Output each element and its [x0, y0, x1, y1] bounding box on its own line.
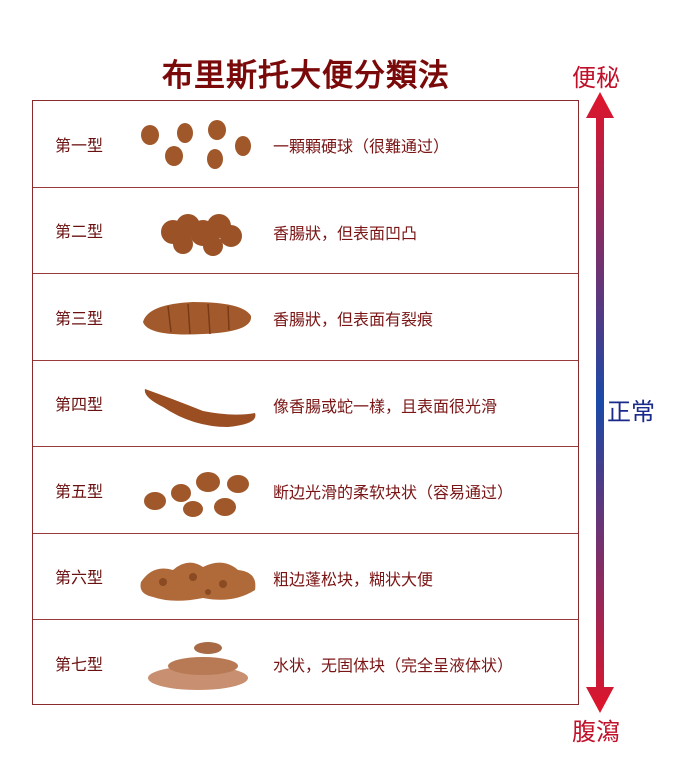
type-label: 第五型 [55, 481, 104, 501]
type-label: 第六型 [55, 568, 104, 588]
type-label: 第四型 [55, 395, 104, 415]
type-label: 第一型 [55, 135, 104, 155]
type-7-stool-image [148, 642, 248, 690]
type-description: 水状，无固体块（完全呈液体状） [273, 656, 514, 675]
type-description: 粗边蓬松块，糊状大便 [273, 569, 434, 589]
type-3-stool-image [143, 302, 252, 335]
type-label: 第三型 [55, 308, 104, 328]
type-label: 第二型 [55, 222, 104, 242]
constipation-label: 便秘 [572, 64, 620, 92]
type-1-row: 第一型 一顆顆硬球（很難通过） [33, 101, 578, 188]
type-description: 像香腸或蛇一樣，且表面很光滑 [273, 396, 498, 416]
bristol-table: 第一型 一顆顆硬球（很難通过） 第二型 香腸狀，但表面凹凸 第三型 香腸狀，但表… [32, 100, 579, 705]
type-2-row: 第二型 香腸狀，但表面凹凸 [33, 188, 578, 274]
type-description: 香腸狀，但表面有裂痕 [273, 310, 434, 329]
type-4-row: 第四型 像香腸或蛇一樣，且表面很光滑 [33, 361, 578, 447]
page-title: 布里斯托大便分類法 [162, 58, 450, 94]
type-5-row: 第五型 断边光滑的柔软块状（容易通过） [33, 447, 578, 534]
type-2-stool-image [161, 213, 242, 256]
type-4-stool-image [144, 388, 256, 427]
normal-label: 正常 [607, 398, 655, 426]
type-6-row: 第六型 粗边蓬松块，糊状大便 [33, 534, 578, 620]
type-description: 一顆顆硬球（很難通过） [273, 137, 450, 156]
type-7-row: 第七型 水状，无固体块（完全呈液体状） [33, 620, 578, 707]
type-3-row: 第三型 香腸狀，但表面有裂痕 [33, 274, 578, 361]
type-label: 第七型 [55, 655, 104, 675]
type-6-stool-image [140, 562, 256, 601]
severity-arrow [586, 92, 614, 713]
type-description: 断边光滑的柔软块状（容易通过） [273, 483, 514, 502]
type-description: 香腸狀，但表面凹凸 [273, 223, 418, 243]
type-5-stool-image [144, 472, 249, 517]
type-1-stool-image [141, 120, 251, 169]
diarrhea-label: 腹瀉 [572, 718, 620, 746]
